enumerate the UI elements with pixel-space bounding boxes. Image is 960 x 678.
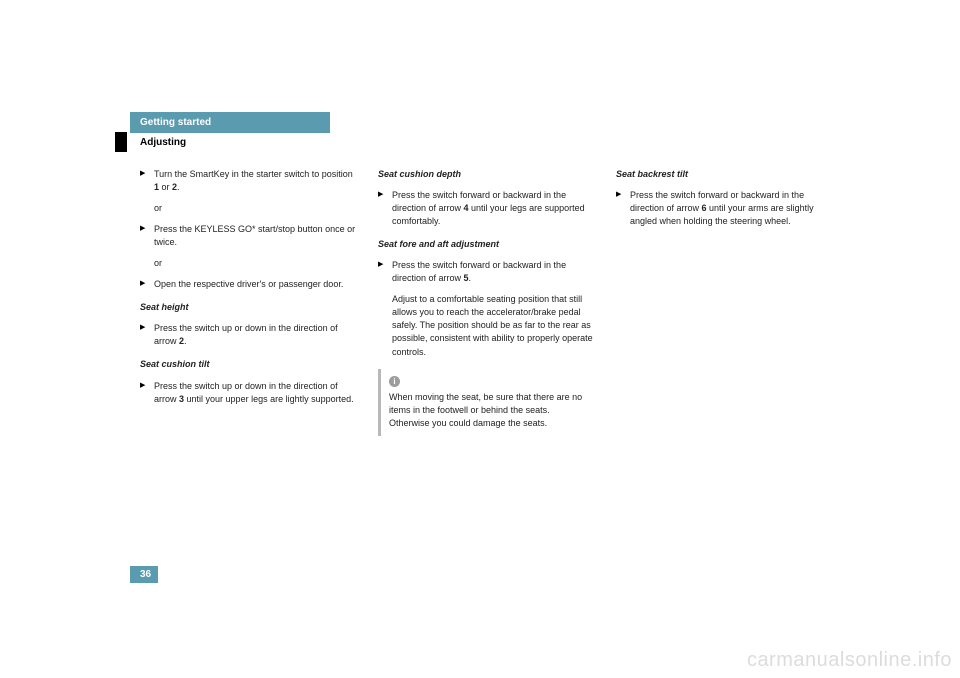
content-columns: Turn the SmartKey in the starter switch … xyxy=(140,168,840,436)
column-3: Seat backrest tilt Press the switch forw… xyxy=(616,168,836,436)
subheading-seat-height: Seat height xyxy=(140,301,360,314)
note-text: When moving the seat, be sure that there… xyxy=(389,391,592,430)
instruction-item: Press the switch forward or backward in … xyxy=(378,259,598,285)
instruction-item: Press the switch up or down in the direc… xyxy=(140,380,360,406)
subheading-seat-backrest-tilt: Seat backrest tilt xyxy=(616,168,836,181)
manual-page: Getting started Adjusting Turn the Smart… xyxy=(0,0,960,678)
text: . xyxy=(184,336,187,346)
section-title: Adjusting xyxy=(140,137,186,148)
text: or xyxy=(159,182,172,192)
text: Turn the SmartKey in the starter switch … xyxy=(154,169,353,179)
subheading-seat-cushion-depth: Seat cushion depth xyxy=(378,168,598,181)
instruction-item: Turn the SmartKey in the starter switch … xyxy=(140,168,360,194)
chapter-tab: Getting started xyxy=(130,112,330,133)
column-1: Turn the SmartKey in the starter switch … xyxy=(140,168,360,436)
watermark: carmanualsonline.info xyxy=(747,649,952,672)
instruction-item: Press the KEYLESS GO* start/stop button … xyxy=(140,223,360,249)
paragraph: Adjust to a comfortable seating position… xyxy=(378,293,598,358)
instruction-item: Press the switch forward or backward in … xyxy=(616,189,836,228)
column-2: Seat cushion depth Press the switch forw… xyxy=(378,168,598,436)
subheading-seat-cushion-tilt: Seat cushion tilt xyxy=(140,358,360,371)
side-marker xyxy=(115,132,127,152)
text: . xyxy=(469,273,472,283)
info-icon: i xyxy=(389,376,400,387)
subheading-seat-fore-aft: Seat fore and aft adjustment xyxy=(378,238,598,251)
text: . xyxy=(177,182,180,192)
text: until your upper legs are lightly suppor… xyxy=(184,394,354,404)
instruction-item: Press the switch up or down in the direc… xyxy=(140,322,360,348)
or-text: or xyxy=(154,257,360,270)
instruction-item: Press the switch forward or backward in … xyxy=(378,189,598,228)
page-number: 36 xyxy=(130,566,158,583)
instruction-item: Open the respective driver's or passenge… xyxy=(140,278,360,291)
info-note: i When moving the seat, be sure that the… xyxy=(378,369,598,436)
text: Press the KEYLESS GO* start/stop button … xyxy=(154,224,355,247)
or-text: or xyxy=(154,202,360,215)
text: Open the respective driver's or passenge… xyxy=(154,279,343,289)
text: Press the switch forward or backward in … xyxy=(392,260,566,283)
